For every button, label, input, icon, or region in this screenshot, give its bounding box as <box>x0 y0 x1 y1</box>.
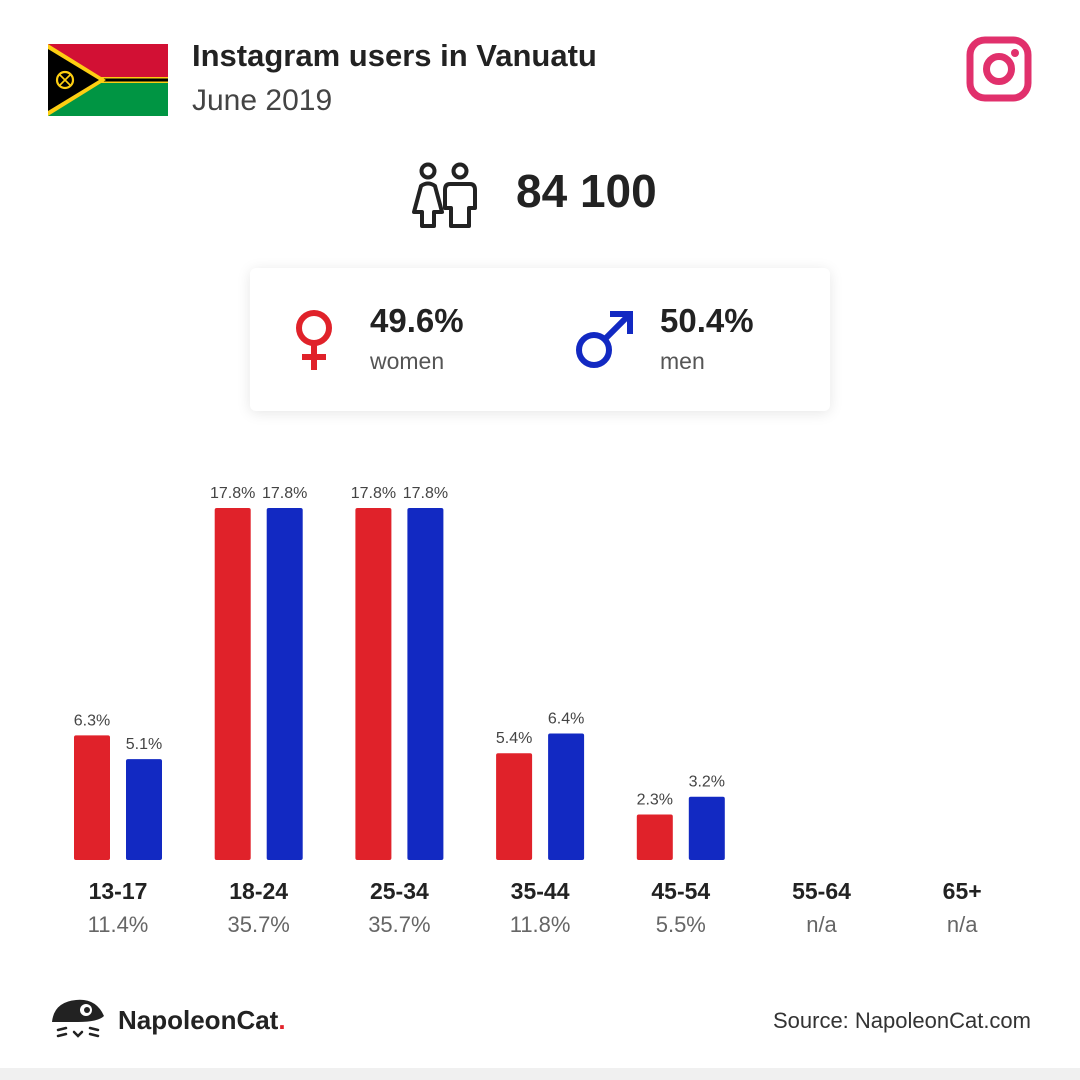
total-users-value: 84 100 <box>516 165 657 217</box>
bar-men-13-17 <box>126 759 162 860</box>
bar-value-label-women-13-17: 6.3% <box>74 712 110 729</box>
bar-value-label-women-25-34: 17.8% <box>351 485 396 502</box>
gender-split-card: 49.6% women 50.4% men <box>250 268 830 411</box>
category-label-65+: 65+ <box>942 878 982 904</box>
page-subtitle: June 2019 <box>192 84 333 117</box>
napoleoncat-logo-icon <box>52 999 104 1038</box>
category-label-45-54: 45-54 <box>651 878 711 904</box>
bar-men-18-24 <box>266 508 303 860</box>
bar-women-45-54 <box>636 814 673 860</box>
category-total-13-17: 11.4% <box>87 912 149 937</box>
men-label: men <box>660 348 705 374</box>
male-icon <box>576 311 633 368</box>
category-total-25-34: 35.7% <box>368 912 431 937</box>
category-label-18-24: 18-24 <box>229 878 289 904</box>
page-title: Instagram users in Vanuatu <box>192 38 597 73</box>
category-label-55-64: 55-64 <box>792 878 851 904</box>
category-total-45-54: 5.5% <box>655 912 706 937</box>
source-credit: Source: NapoleonCat.com <box>772 1008 1031 1033</box>
bar-value-label-men-18-24: 17.8% <box>262 485 307 502</box>
bar-women-13-17 <box>74 735 110 860</box>
bar-women-35-44 <box>496 753 533 860</box>
category-total-55-64: n/a <box>806 912 837 937</box>
category-total-65+: n/a <box>946 912 978 937</box>
female-icon <box>296 310 332 370</box>
category-label-35-44: 35-44 <box>510 878 570 904</box>
bar-value-label-women-45-54: 2.3% <box>637 792 673 809</box>
napoleoncat-logo-text: NapoleonCat. <box>118 1005 286 1036</box>
age-gender-bar-chart: 6.3% 5.1% 17.8% 17.8% 17.8% 17.8% 5.4% 6.4% 2.3%… <box>0 460 1080 950</box>
bar-men-35-44 <box>548 733 585 860</box>
bar-women-25-34 <box>355 508 392 860</box>
bar-value-label-men-35-44: 6.4% <box>548 710 584 727</box>
bar-value-label-men-25-34: 17.8% <box>403 485 448 502</box>
category-total-18-24: 35.7% <box>227 912 290 937</box>
category-total-35-44: 11.8% <box>509 912 571 937</box>
category-label-25-34: 25-34 <box>369 878 429 904</box>
bar-value-label-women-35-44: 5.4% <box>496 730 532 747</box>
bar-men-25-34 <box>407 508 444 860</box>
bar-value-label-men-13-17: 5.1% <box>126 736 162 753</box>
instagram-icon <box>966 36 1032 102</box>
footer-bar <box>0 1068 1080 1080</box>
women-percentage: 49.6% <box>370 302 464 339</box>
women-label: women <box>370 348 445 374</box>
users-icon <box>412 162 477 228</box>
vanuatu-flag-icon <box>48 44 168 116</box>
age-bar-chart-svg: 6.3% 5.1% 17.8% 17.8% 17.8% 17.8% 5.4% 6.4% 2.3%… <box>74 485 725 860</box>
bar-men-45-54 <box>688 796 725 860</box>
men-percentage: 50.4% <box>660 302 754 339</box>
brand-dot: . <box>278 1005 286 1035</box>
category-label-13-17: 13-17 <box>88 878 148 904</box>
brand-name: NapoleonCat <box>118 1005 279 1035</box>
bar-value-label-women-18-24: 17.8% <box>210 485 255 502</box>
bar-women-18-24 <box>214 508 251 860</box>
bar-value-label-men-45-54: 3.2% <box>689 774 725 791</box>
